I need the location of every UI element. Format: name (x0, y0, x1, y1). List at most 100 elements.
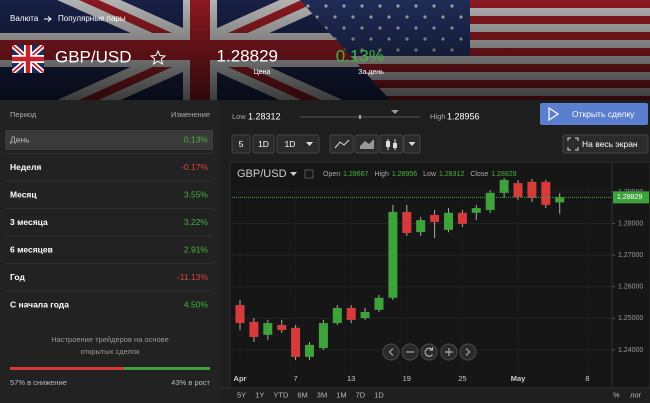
period-change: 2.91% (184, 244, 209, 254)
periods-header: Период (10, 110, 37, 119)
x-tick-label: 8 (585, 374, 589, 383)
zoom-controls (382, 343, 477, 361)
candle-chart-button[interactable] (379, 134, 404, 154)
period-name: День (10, 134, 30, 144)
last-price-box (613, 191, 649, 204)
period-row-selected (5, 130, 213, 150)
period-name: 6 месяцев (10, 244, 53, 254)
range-option[interactable]: 5Y (237, 390, 246, 399)
candle-body (235, 305, 245, 324)
candle-body (360, 312, 370, 319)
instrument-name: GBP/USD (55, 47, 132, 66)
x-tick-label: May (511, 374, 526, 383)
sentiment-down: 57% в снижение (10, 378, 67, 387)
range-high-label: High (430, 112, 445, 121)
legend-label: Low (423, 171, 437, 178)
breadcrumb-link[interactable]: Популярные пары (58, 14, 126, 23)
legend-value: 1.28312 (439, 171, 464, 178)
candle-body (318, 323, 328, 349)
range-option[interactable]: 1M (336, 390, 346, 399)
sentiment-text: открытых сделок (81, 347, 141, 356)
y-tick-label: 1.28000 (618, 220, 643, 227)
range-option[interactable]: 6M (297, 390, 307, 399)
x-tick-label: 13 (347, 374, 355, 383)
breadcrumb-link[interactable]: Валюта (10, 14, 39, 23)
range-option[interactable]: 7D (356, 390, 366, 399)
scroll-right[interactable] (459, 343, 477, 361)
y-tick-label: 1.24000 (618, 347, 643, 354)
y-tick-label: 1.27000 (618, 252, 643, 259)
candle-body (499, 179, 509, 193)
candle-icon (393, 143, 397, 148)
candle-body (555, 197, 565, 203)
candle-body (527, 181, 537, 198)
range-low-label: Low (232, 112, 246, 121)
candle-body (485, 192, 495, 210)
candle-body (305, 344, 314, 357)
period-label: 1D (285, 139, 296, 149)
scale-option[interactable]: лог (630, 390, 642, 399)
x-tick-label: 7 (294, 374, 298, 383)
candle-body (416, 220, 426, 233)
line-chart-button[interactable] (329, 134, 354, 154)
scroll-left[interactable] (382, 343, 400, 361)
sentiment-down-bar (10, 367, 124, 370)
sentiment-up-bar (124, 367, 210, 370)
favorite-star[interactable] (149, 49, 167, 66)
open-trade-label: Открыть сделку (572, 109, 635, 119)
interval-label: 1D (258, 139, 269, 149)
period-change: 3.55% (184, 189, 209, 199)
period-name: Год (10, 272, 25, 282)
x-tick-label: Apr (234, 374, 247, 383)
period-change: 4.50% (184, 299, 209, 309)
line-icon (334, 139, 350, 149)
period-name: С начала года (10, 299, 69, 309)
interval-button[interactable] (252, 134, 275, 154)
candle-body (332, 307, 342, 324)
fullscreen-button[interactable] (562, 134, 649, 154)
sentiment-up: 43% в рост (171, 378, 210, 387)
area-icon (360, 139, 374, 149)
candle-body (346, 307, 356, 320)
x-tick-label: 19 (403, 374, 411, 383)
legend-value: 1.28956 (392, 171, 417, 178)
price: 1.28829 (217, 46, 278, 65)
interval-button[interactable] (231, 134, 251, 154)
period-name: Неделя (10, 162, 41, 172)
candle-body (471, 208, 481, 213)
candle-body (388, 211, 398, 298)
candle-body (513, 183, 523, 198)
range-option[interactable]: 1Y (255, 390, 264, 399)
dropdown-caret (306, 142, 313, 146)
y-tick-label: 1.25000 (618, 315, 643, 322)
reset[interactable] (420, 343, 438, 361)
fullscreen-label: На весь экран (582, 139, 638, 149)
legend-value: 1.28829 (491, 171, 516, 178)
banner-shade (0, 0, 650, 100)
candle-body (402, 211, 412, 234)
fullscreen-icon (567, 137, 579, 151)
legend-label: High (374, 171, 389, 178)
y-tick-label: 1.26000 (618, 284, 643, 291)
range-option[interactable]: YTD (273, 390, 289, 399)
period-name: 3 месяца (10, 217, 48, 227)
period-dropdown[interactable] (276, 134, 320, 154)
scale-option[interactable]: % (613, 390, 620, 399)
legend-value: 1.28667 (343, 171, 368, 178)
day-change: 0.13% (336, 46, 384, 65)
candle-body (444, 212, 453, 230)
candle-body (277, 324, 287, 331)
period-name: Месяц (10, 189, 37, 199)
last-price-label: 1.28829 (617, 194, 642, 201)
candle-body (374, 297, 384, 310)
settings-box[interactable] (304, 169, 314, 179)
range-option[interactable]: 1D (374, 390, 384, 399)
period-change: -0.17% (181, 162, 208, 172)
open-trade-button[interactable] (540, 103, 648, 125)
play-icon (548, 106, 560, 122)
range-option[interactable]: 3M (317, 390, 327, 399)
day-change-caption: За день (358, 69, 384, 76)
candle-body (263, 323, 273, 335)
